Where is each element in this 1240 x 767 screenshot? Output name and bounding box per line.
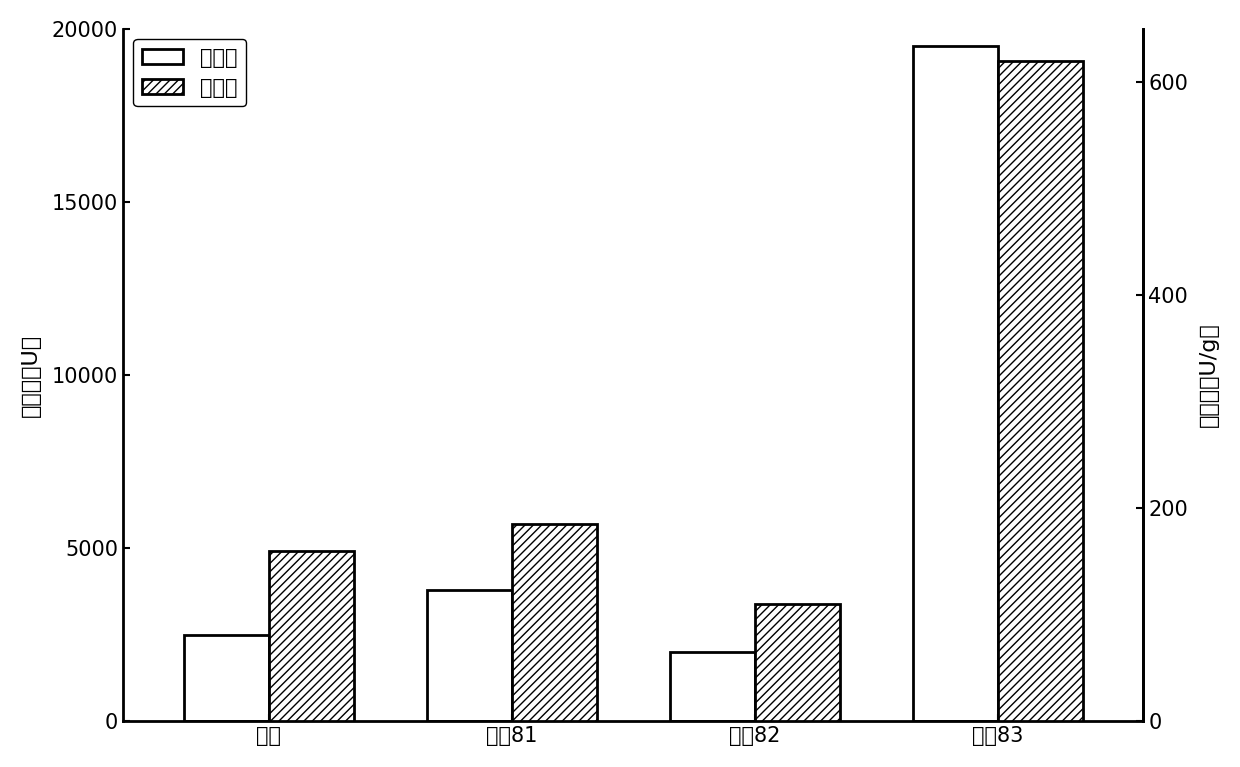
Bar (427, 590, 512, 721)
Bar (997, 61, 1083, 721)
Bar (913, 46, 997, 721)
Bar (512, 524, 596, 721)
Legend: 总酶活, 比酶活: 总酶活, 比酶活 (134, 39, 246, 107)
Bar (755, 604, 839, 721)
Bar (184, 635, 269, 721)
Bar (670, 652, 755, 721)
Bar (269, 551, 353, 721)
Y-axis label: 比酶活（U/g）: 比酶活（U/g） (1199, 323, 1219, 427)
Y-axis label: 总酶活（U）: 总酶活（U） (21, 334, 41, 416)
